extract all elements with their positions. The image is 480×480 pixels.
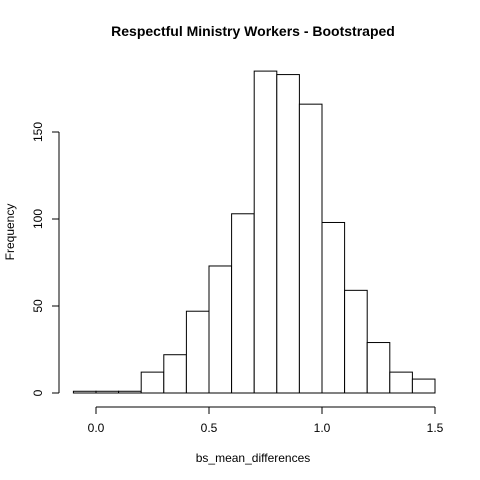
histogram-bar: [95, 390, 120, 394]
x-axis: 0.0 0.5 1.0 1.5: [88, 406, 444, 435]
y-tick-label: 0: [31, 389, 45, 396]
histogram-bar: [253, 70, 278, 394]
x-axis-label: bs_mean_differences: [196, 451, 311, 465]
histogram-bar: [118, 390, 142, 394]
y-tick-label: 100: [31, 209, 45, 229]
x-tick-label: 1.0: [314, 421, 331, 435]
x-tick-label: 0.5: [201, 421, 218, 435]
histogram-bar: [72, 390, 97, 394]
chart-title: Respectful Ministry Workers - Bootstrape…: [111, 23, 395, 39]
y-axis: 0 50 100 150: [31, 122, 60, 396]
histogram-bar: [185, 310, 210, 394]
histogram-bar: [321, 221, 346, 394]
x-tick-label: 1.5: [427, 421, 444, 435]
histogram-bar: [411, 378, 436, 394]
y-axis-label: Frequency: [3, 204, 17, 261]
histogram-bar: [140, 371, 165, 394]
y-tick-label: 50: [31, 299, 45, 313]
histogram-bar: [231, 213, 255, 394]
histogram-bar: [276, 74, 300, 394]
y-tick-label: 150: [31, 122, 45, 142]
bars-group: [72, 70, 436, 394]
x-tick-label: 0.0: [88, 421, 105, 435]
histogram-bar: [163, 354, 187, 394]
histogram-bar: [344, 289, 368, 394]
histogram-bar: [366, 342, 391, 394]
histogram-bar: [389, 371, 413, 394]
histogram-bar: [208, 265, 233, 394]
histogram-bar: [298, 103, 323, 394]
